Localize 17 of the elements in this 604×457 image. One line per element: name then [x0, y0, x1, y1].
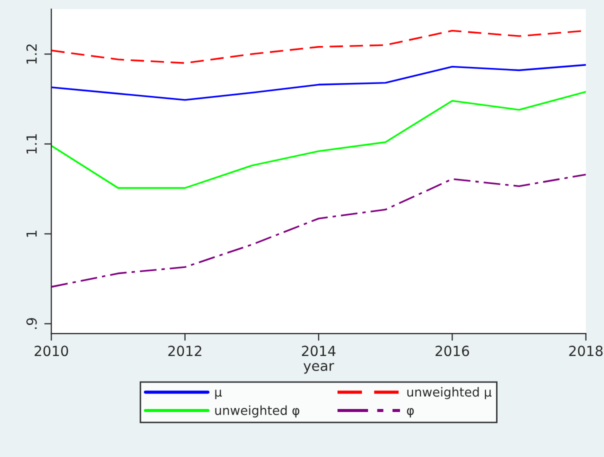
line-series — [51, 64, 586, 101]
legend-label: μ — [215, 390, 222, 400]
y-tick-label: 1 — [26, 230, 37, 237]
legend-label: φ — [406, 408, 414, 418]
legend-label: unweighted μ — [407, 387, 492, 400]
x-axis-title: year — [304, 363, 334, 374]
y-tick-label: 1.2 — [26, 44, 37, 64]
x-tick-label: 2012 — [168, 346, 202, 356]
x-tick-label: 2018 — [569, 346, 603, 356]
line-series — [51, 174, 586, 288]
line-series — [51, 90, 586, 189]
y-tick-label: 1.1 — [26, 134, 37, 154]
x-tick-label: 2016 — [436, 346, 470, 356]
x-tick-label: 2014 — [302, 346, 336, 356]
x-tick-label: 2010 — [34, 346, 68, 356]
y-tick-label: .9 — [26, 318, 37, 329]
legend-label: unweighted φ — [215, 405, 300, 418]
